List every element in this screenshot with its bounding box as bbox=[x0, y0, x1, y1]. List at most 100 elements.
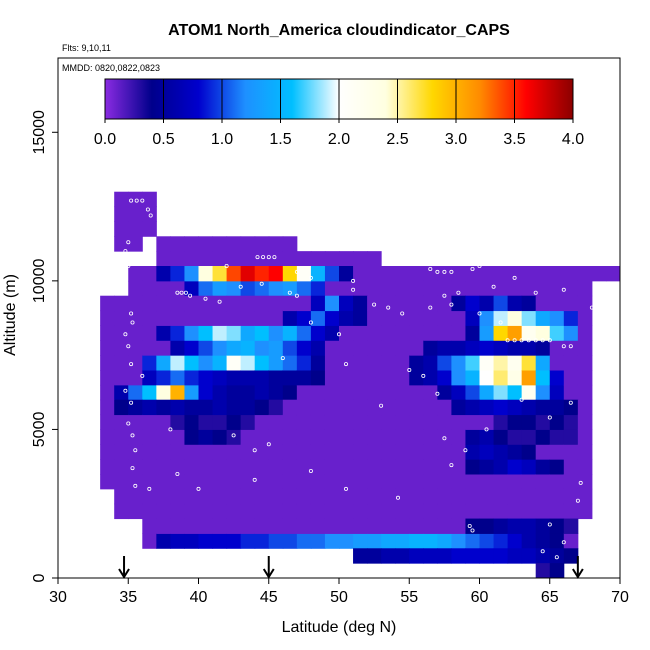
heatmap-cell bbox=[114, 221, 129, 237]
observation-point bbox=[145, 207, 150, 212]
heatmap-cell bbox=[549, 459, 565, 475]
heatmap-cell bbox=[240, 295, 256, 312]
heatmap-cell bbox=[254, 251, 270, 267]
heatmap-cell bbox=[100, 310, 115, 326]
heatmap-cell bbox=[409, 533, 424, 549]
heatmap-cell bbox=[156, 384, 171, 401]
observation-point bbox=[259, 281, 264, 286]
heatmap-cell bbox=[226, 488, 242, 505]
heatmap-cell bbox=[170, 251, 185, 267]
observation-point bbox=[578, 260, 583, 265]
heatmap-cell bbox=[479, 340, 495, 356]
heatmap-cell bbox=[310, 280, 326, 297]
heatmap-cell bbox=[521, 280, 537, 297]
heatmap-cell bbox=[254, 414, 270, 430]
heatmap-cell bbox=[479, 533, 495, 549]
observation-point bbox=[175, 471, 180, 476]
heatmap-cell bbox=[268, 340, 284, 356]
heatmap-cell bbox=[184, 295, 199, 312]
heatmap-cell bbox=[451, 280, 466, 297]
heatmap-cell bbox=[310, 444, 326, 460]
heatmap-cell bbox=[353, 503, 368, 520]
heatmap-cell bbox=[114, 370, 129, 386]
heatmap-cell bbox=[212, 266, 228, 282]
heatmap-cell bbox=[535, 503, 551, 520]
heatmap-cell bbox=[437, 488, 452, 505]
heatmap-cell bbox=[381, 355, 396, 371]
heatmap-cell bbox=[282, 474, 298, 490]
heatmap-cell bbox=[563, 384, 579, 401]
heatmap-cell bbox=[465, 266, 480, 282]
heatmap-cell bbox=[254, 384, 270, 401]
heatmap-cell bbox=[339, 384, 354, 401]
heatmap-cell bbox=[549, 370, 565, 386]
heatmap-cell bbox=[324, 518, 340, 534]
flight-arrows bbox=[118, 556, 584, 579]
heatmap-cell bbox=[479, 384, 495, 401]
heatmap-cell bbox=[170, 429, 185, 445]
heatmap-cell bbox=[605, 266, 621, 282]
heatmap-cell bbox=[381, 295, 396, 312]
observation-point bbox=[140, 373, 145, 378]
heatmap-cell bbox=[212, 414, 228, 430]
observation-point bbox=[123, 249, 128, 254]
heatmap-cell bbox=[353, 533, 368, 549]
heatmap-cell bbox=[409, 474, 424, 490]
observation-point bbox=[343, 486, 348, 491]
heatmap-cell bbox=[381, 474, 396, 490]
heatmap-cell bbox=[367, 548, 382, 564]
heatmap-cell bbox=[254, 503, 270, 520]
heatmap-cell bbox=[493, 503, 509, 520]
heatmap-cell bbox=[423, 459, 438, 475]
heatmap-cell bbox=[549, 399, 565, 416]
heatmap-cell bbox=[324, 474, 340, 490]
heatmap-cell bbox=[493, 355, 509, 371]
observation-point bbox=[512, 275, 517, 280]
heatmap-cell bbox=[521, 384, 537, 401]
heatmap-cell bbox=[563, 429, 579, 445]
heatmap-cell bbox=[128, 310, 143, 326]
heatmap-cell bbox=[507, 444, 523, 460]
heatmap-cell bbox=[254, 280, 270, 297]
heatmap-cell bbox=[521, 474, 537, 490]
heatmap-cell bbox=[549, 429, 565, 445]
heatmap-cell bbox=[409, 355, 424, 371]
heatmap-cell bbox=[451, 266, 466, 282]
heatmap-cell bbox=[409, 384, 424, 401]
heatmap-cell bbox=[198, 236, 214, 252]
heatmap-cell bbox=[114, 399, 129, 416]
heatmap-cell bbox=[184, 310, 199, 326]
heatmap-cell bbox=[254, 429, 270, 445]
heatmap-cell bbox=[198, 414, 214, 430]
heatmap-cell bbox=[156, 444, 171, 460]
observation-point bbox=[129, 311, 134, 316]
heatmap-cell bbox=[535, 563, 551, 579]
heatmap-cell bbox=[282, 384, 298, 401]
heatmap-cell bbox=[198, 384, 214, 401]
heatmap-cell bbox=[240, 370, 256, 386]
heatmap-cell bbox=[353, 429, 368, 445]
x-tick-label: 50 bbox=[330, 589, 348, 606]
heatmap-cell bbox=[465, 444, 480, 460]
observation-point bbox=[533, 338, 538, 343]
heatmap-cell bbox=[465, 548, 480, 564]
heatmap-cell bbox=[268, 280, 284, 297]
heatmap-cell bbox=[493, 325, 509, 341]
heatmap-cell bbox=[226, 295, 242, 312]
heatmap-cell bbox=[156, 488, 171, 505]
observation-point bbox=[129, 400, 134, 405]
colorbar-tick-label: 1.0 bbox=[211, 131, 233, 148]
heatmap-cell bbox=[451, 533, 466, 549]
heatmap-cell bbox=[282, 429, 298, 445]
observation-point bbox=[238, 284, 243, 289]
heatmap-cell bbox=[170, 266, 185, 282]
heatmap-cell bbox=[535, 266, 551, 282]
heatmap-cell bbox=[254, 295, 270, 312]
heatmap-cell bbox=[395, 266, 410, 282]
heatmap-cell bbox=[296, 399, 312, 416]
heatmap-cell bbox=[114, 459, 129, 475]
heatmap-cell bbox=[381, 429, 396, 445]
x-tick-label: 65 bbox=[541, 589, 559, 606]
heatmap-cell bbox=[367, 340, 382, 356]
heatmap-cell bbox=[212, 384, 228, 401]
